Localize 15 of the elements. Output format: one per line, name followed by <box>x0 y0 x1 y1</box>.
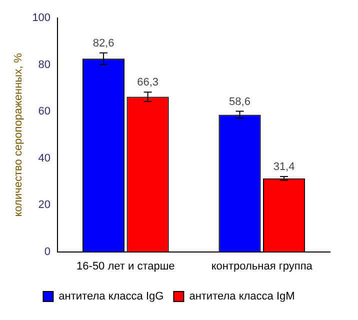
y-tick-label: 60 <box>38 106 51 118</box>
data-label: 31,4 <box>273 161 295 174</box>
y-tick-label: 0 <box>44 246 51 258</box>
legend-label: антитела класса IgM <box>189 290 295 303</box>
x-tick-label: контрольная группа <box>211 260 314 272</box>
y-axis-title: количество серопораженных, % <box>12 52 25 217</box>
y-tick-label: 80 <box>38 58 51 71</box>
y-tick-label: 100 <box>32 12 51 24</box>
data-label: 82,6 <box>92 37 114 50</box>
data-label: 66,3 <box>137 76 159 89</box>
x-tick-label: 16-50 лет и старше <box>76 260 175 272</box>
legend-label: антитела класса IgG <box>58 290 164 303</box>
y-tick-label: 40 <box>38 152 51 164</box>
y-tick-label: 20 <box>38 199 51 212</box>
data-label: 58,6 <box>229 96 250 108</box>
